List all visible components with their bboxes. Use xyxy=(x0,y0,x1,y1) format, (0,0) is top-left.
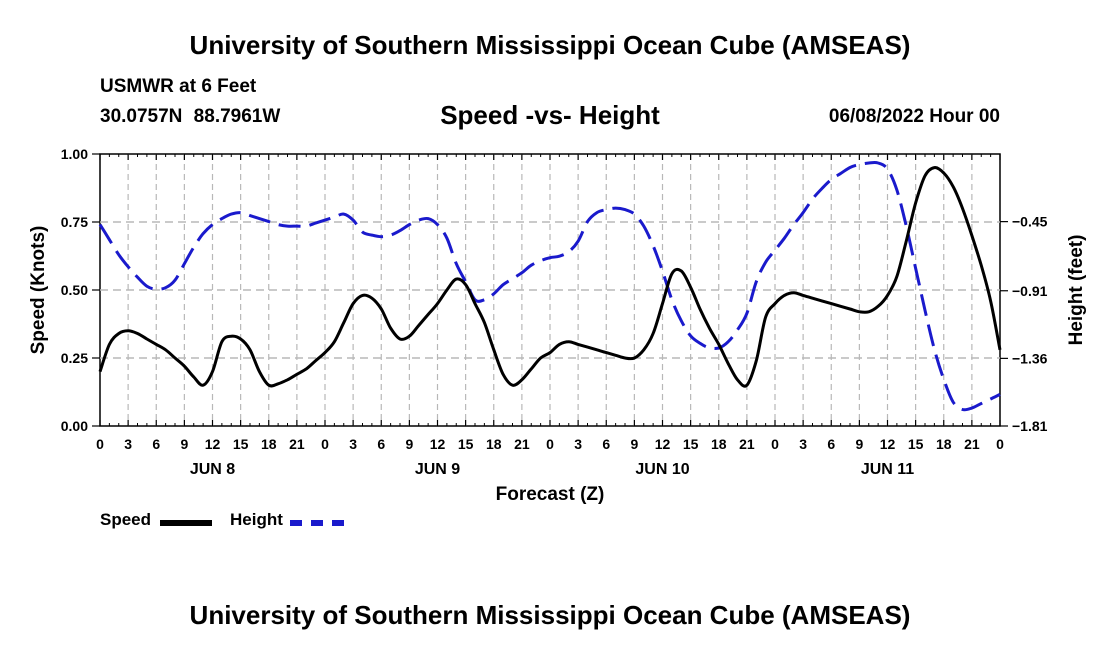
series-line-speed xyxy=(98,166,1002,388)
x-tick-label: 15 xyxy=(233,436,249,452)
x-tick-label: 3 xyxy=(124,436,132,452)
x-tick-label: 6 xyxy=(377,436,385,452)
x-tick-label: 18 xyxy=(711,436,727,452)
x-tick-label: 9 xyxy=(405,436,413,452)
x-tick-label: 21 xyxy=(289,436,305,452)
station-label: USMWR at 6 Feet xyxy=(100,76,257,97)
x-tick-label: 18 xyxy=(936,436,952,452)
x-tick-label: 12 xyxy=(430,436,446,452)
legend-label-speed: Speed xyxy=(100,510,152,529)
forecast-date: 06/08/2022 Hour 00 xyxy=(828,106,1000,127)
x-tick-label: 15 xyxy=(908,436,924,452)
x-tick-label: 3 xyxy=(574,436,582,452)
x-tick-label: 0 xyxy=(321,436,329,452)
x-tick-label: 9 xyxy=(855,436,863,452)
x-tick-label: 12 xyxy=(205,436,221,452)
x-tick-label: 3 xyxy=(349,436,357,452)
x-axis-title: Forecast (Z) xyxy=(496,484,605,505)
x-tick-label: 3 xyxy=(799,436,807,452)
y-tick-label: 0.00 xyxy=(61,418,88,434)
y-tick-label: 0.50 xyxy=(61,282,88,298)
day-label: JUN 10 xyxy=(635,461,689,478)
legend-swatch-height xyxy=(290,520,344,526)
x-tick-label: 15 xyxy=(683,436,699,452)
day-label: JUN 11 xyxy=(861,461,914,478)
y2-tick-label: −0.91 xyxy=(1012,283,1048,299)
station-coordinates: 30.0757N 88.7961W xyxy=(100,106,281,127)
x-tick-label: 6 xyxy=(827,436,835,452)
x-tick-label: 9 xyxy=(630,436,638,452)
x-tick-label: 0 xyxy=(771,436,779,452)
y-tick-label: 0.75 xyxy=(61,214,88,230)
x-tick-label: 6 xyxy=(152,436,160,452)
x-tick-label: 0 xyxy=(96,436,104,452)
x-tick-label: 6 xyxy=(602,436,610,452)
legend-label-height: Height xyxy=(230,510,283,529)
x-tick-label: 18 xyxy=(486,436,502,452)
footer-title: University of Southern Mississippi Ocean… xyxy=(189,600,911,630)
x-tick-label: 21 xyxy=(514,436,530,452)
legend-swatch-speed xyxy=(160,520,212,526)
chart-subtitle: Speed -vs- Height xyxy=(440,100,660,130)
x-tick-label: 15 xyxy=(458,436,474,452)
x-tick-label: 0 xyxy=(546,436,554,452)
x-tick-label: 12 xyxy=(655,436,671,452)
x-tick-label: 21 xyxy=(739,436,755,452)
y2-axis-title: Height (feet) xyxy=(1066,235,1087,346)
y2-tick-label: −1.36 xyxy=(1012,350,1048,366)
y-tick-label: 1.00 xyxy=(61,146,88,162)
y2-tick-label: −1.81 xyxy=(1012,418,1048,434)
x-tick-label: 0 xyxy=(996,436,1004,452)
day-label: JUN 8 xyxy=(190,461,235,478)
day-label: JUN 9 xyxy=(415,461,460,478)
x-tick-label: 18 xyxy=(261,436,277,452)
y-axis-title: Speed (Knots) xyxy=(28,226,49,355)
y-tick-label: 0.25 xyxy=(61,350,88,366)
x-tick-label: 12 xyxy=(880,436,896,452)
y2-tick-label: −0.45 xyxy=(1012,214,1048,230)
main-title: University of Southern Mississippi Ocean… xyxy=(189,30,911,60)
series-line-height xyxy=(98,161,1001,412)
x-tick-label: 9 xyxy=(180,436,188,452)
x-tick-label: 21 xyxy=(964,436,980,452)
